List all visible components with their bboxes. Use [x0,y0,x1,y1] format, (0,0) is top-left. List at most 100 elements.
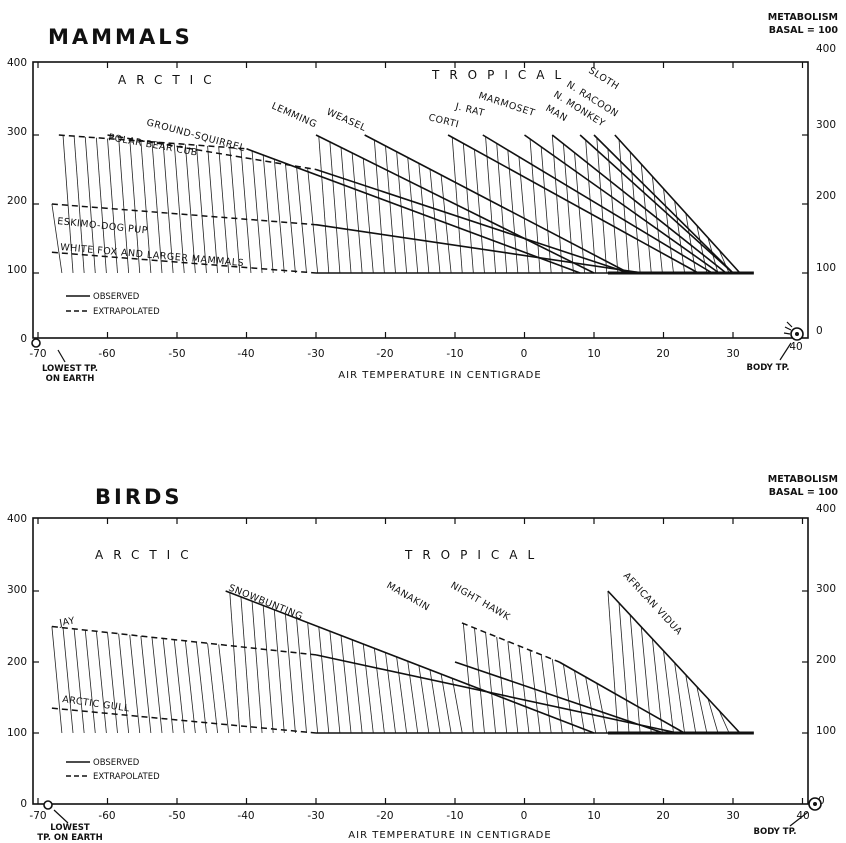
lowest-temp-label: LOWEST TP. [42,364,98,374]
birds-chart: BIRDS METABOLISM BASAL = 100 400 300 200… [7,474,838,843]
hatch-line [362,644,374,734]
series-line-observed [315,168,630,274]
lowest-temp-marker [43,800,53,810]
hatch-line [196,145,207,274]
body-temp-label: BODY TP. [747,363,790,373]
species-label: MARMOSET [477,90,536,119]
hatch-line [218,644,230,734]
hatch-line [62,135,74,274]
hatch-line [696,686,708,734]
hatch-line [151,141,163,274]
series-line-observed [315,134,595,274]
x-tick-label: -30 [307,348,324,360]
region-label-arctic: ARCTIC [95,548,199,562]
hatch-line [629,614,641,734]
x-tick-label: 40 [789,341,802,353]
right-axis-title: METABOLISM [768,474,838,485]
x-tick-label: 0 [521,348,528,360]
hatch-line [651,638,663,734]
species-label: SNOWBUNTING [227,583,305,623]
legend-observed-label: OBSERVED [93,758,140,768]
hatch-line [51,626,63,734]
x-tick-label: 30 [726,348,739,360]
hatch-line [718,249,730,274]
hatch-line [184,640,196,734]
body-temp-rays [783,321,793,335]
hatch-line [129,138,141,274]
hatch-line [396,656,408,734]
right-axis-subtitle: BASAL = 100 [769,487,839,498]
series-line-observed [558,661,685,734]
hatch-line [440,673,452,734]
hatch-line [474,627,485,734]
hatch-line [73,136,85,274]
hatch-line [607,590,619,734]
right-tick-label: 100 [816,262,836,274]
x-tick-label: 20 [656,810,669,822]
hatch-line [296,618,307,734]
legend-extrapolated-label: EXTRAPOLATED [93,307,160,317]
hatch-line [318,136,330,274]
hatch-line [618,602,630,734]
hatch-line [129,634,141,734]
hatch-line [351,152,363,274]
region-label-tropical: TROPICAL [431,68,571,82]
hatch-line [262,605,274,734]
hatch-line [407,157,419,274]
x-tick-label: -10 [446,348,463,360]
right-axis-subtitle: BASAL = 100 [769,25,839,36]
chart-title: BIRDS [95,485,183,509]
hatch-line [474,149,485,274]
x-axis-label: AIR TEMPERATURE IN CENTIGRADE [348,830,551,841]
hatch-line [529,138,541,274]
x-tick-label: 30 [726,810,739,822]
hatch-line [340,147,352,274]
x-tick-label: 20 [656,348,669,360]
hatch-line [663,650,674,734]
hatch-line [462,623,474,734]
hatch-line [262,154,274,274]
species-label: MANAKIN [385,580,432,614]
hatch-line [162,638,174,734]
series-lines [51,134,754,275]
series-line-extrapolated [51,203,317,226]
hatch-line [496,636,508,734]
left-tick-label: 100 [7,727,27,739]
hatch-line [385,145,396,274]
hatch-line [440,174,452,274]
hatch-line [251,601,263,734]
hatch-line [418,665,430,734]
hatch-line [596,137,608,274]
hatch-line [307,622,319,734]
series-line-extrapolated [51,251,317,274]
hatch-line [373,648,385,734]
y-ticks [33,134,808,274]
body-temp-label: BODY TP. [754,827,797,837]
x-tick-label: -30 [307,810,324,822]
hatch-line [674,662,686,734]
series-line-extrapolated [51,625,317,656]
hatch-line [373,140,385,274]
hatch-line [184,144,196,274]
hatch-line [540,146,552,274]
species-label: SLOTH [586,65,621,92]
lowest-temp-label: ON EARTH [46,374,95,384]
left-tick-label: 400 [7,513,27,525]
series-line-observed [614,134,741,274]
left-tick-label: 200 [7,195,27,207]
hatch-line [529,650,541,734]
x-ticks [37,518,804,804]
x-tick-label: 10 [587,810,600,822]
hatch-line [51,203,63,274]
hatch-line [307,168,319,274]
hatch-line [496,143,508,274]
series-line-observed [607,590,741,734]
hatch-line [95,137,107,274]
hatch-line [229,147,241,274]
series-line-observed [315,654,678,734]
species-label: WEASEL [325,107,368,134]
hatch-line [407,661,419,734]
x-tick-label: 10 [587,348,600,360]
hatch-line [196,642,207,734]
region-label-tropical: TROPICAL [404,548,544,562]
